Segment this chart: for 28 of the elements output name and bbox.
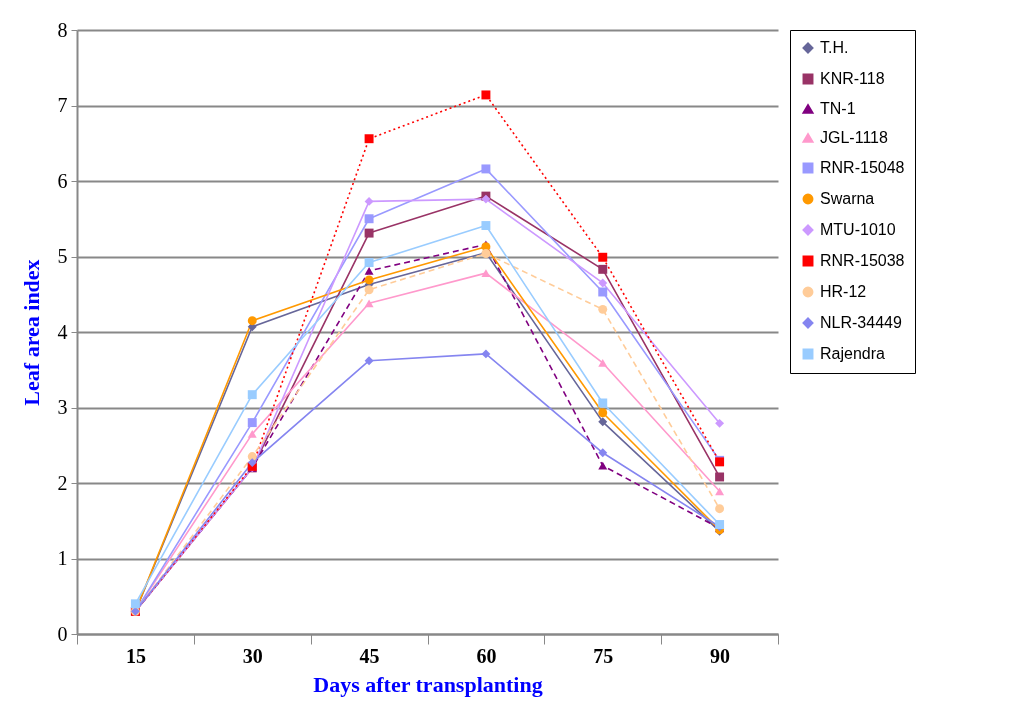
y-tick-label: 1 [57,547,68,569]
x-axis-title: Days after transplanting [313,671,543,697]
x-tick-label: 60 [476,644,497,667]
y-tick-label: 5 [57,245,68,267]
legend-label: RNR-15038 [820,252,905,269]
legend-label: TN-1 [820,100,856,117]
legend-label: Rajendra [820,345,886,362]
legend-label: JGL-1118 [820,129,888,146]
y-tick-label: 4 [57,320,68,343]
legend-label: Swarna [820,190,875,207]
x-tick-label: 15 [125,644,146,667]
x-tick-label: 30 [242,644,263,667]
x-tick-label: 45 [359,644,380,667]
legend-label: HR-12 [820,283,867,300]
y-tick-label: 8 [57,18,68,41]
y-axis-title: Leaf area index [18,259,44,406]
legend-label: RNR-15048 [820,159,905,176]
x-tick-label: 75 [593,644,614,667]
legend-label: MTU-1010 [820,221,896,238]
legend-label: KNR-118 [820,70,885,87]
x-tick-label: 90 [710,644,731,667]
y-tick-label: 3 [57,396,68,418]
y-tick-label: 2 [57,471,68,494]
legend-label: T.H. [820,39,849,56]
y-tick-label: 0 [57,622,68,645]
y-tick-label: 7 [57,94,68,116]
legend-label: NLR-34449 [820,314,902,331]
y-tick-label: 6 [57,169,68,192]
